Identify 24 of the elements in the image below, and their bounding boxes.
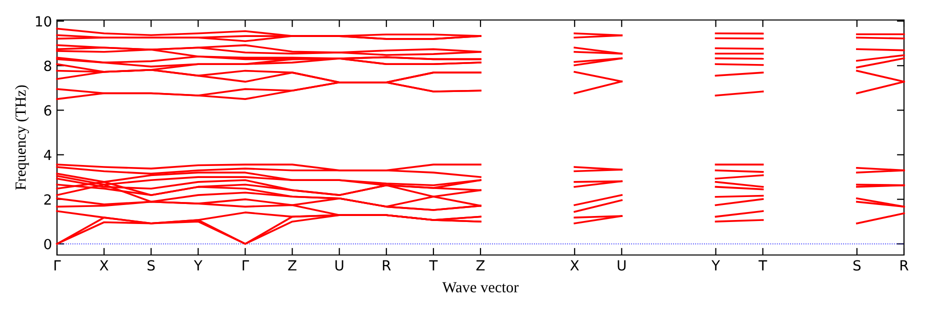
x-tick-label: T — [429, 260, 438, 270]
x-tick-label: T — [758, 260, 768, 270]
x-tick-label: U — [618, 260, 626, 271]
x-tick-label: Γ — [242, 260, 250, 270]
y-tick-label: 8 — [44, 60, 52, 72]
y-tick-label: 4 — [44, 150, 52, 160]
x-tick-label: R — [382, 260, 391, 270]
x-tick-label: X — [100, 260, 108, 270]
x-tick-label: Y — [194, 260, 202, 270]
x-tick-label: Z — [476, 260, 485, 270]
x-tick-label: Y — [712, 260, 720, 270]
x-tick-label: Z — [288, 260, 296, 270]
y-axis-title: Frequency (THz) — [15, 85, 29, 190]
y-tick-label: 10 — [36, 16, 52, 27]
x-tick-label: S — [853, 260, 861, 271]
y-tick-label: 0 — [44, 238, 52, 250]
x-tick-label: R — [900, 260, 908, 270]
x-axis-title: Wave vector — [442, 282, 519, 292]
x-tick-label: X — [570, 260, 579, 270]
y-tick-label: 6 — [44, 105, 52, 116]
x-tick-label: S — [148, 260, 155, 271]
x-tick-label: U — [335, 260, 344, 271]
y-tick-label: 2 — [44, 194, 51, 205]
x-tick-label: Γ — [54, 260, 61, 270]
